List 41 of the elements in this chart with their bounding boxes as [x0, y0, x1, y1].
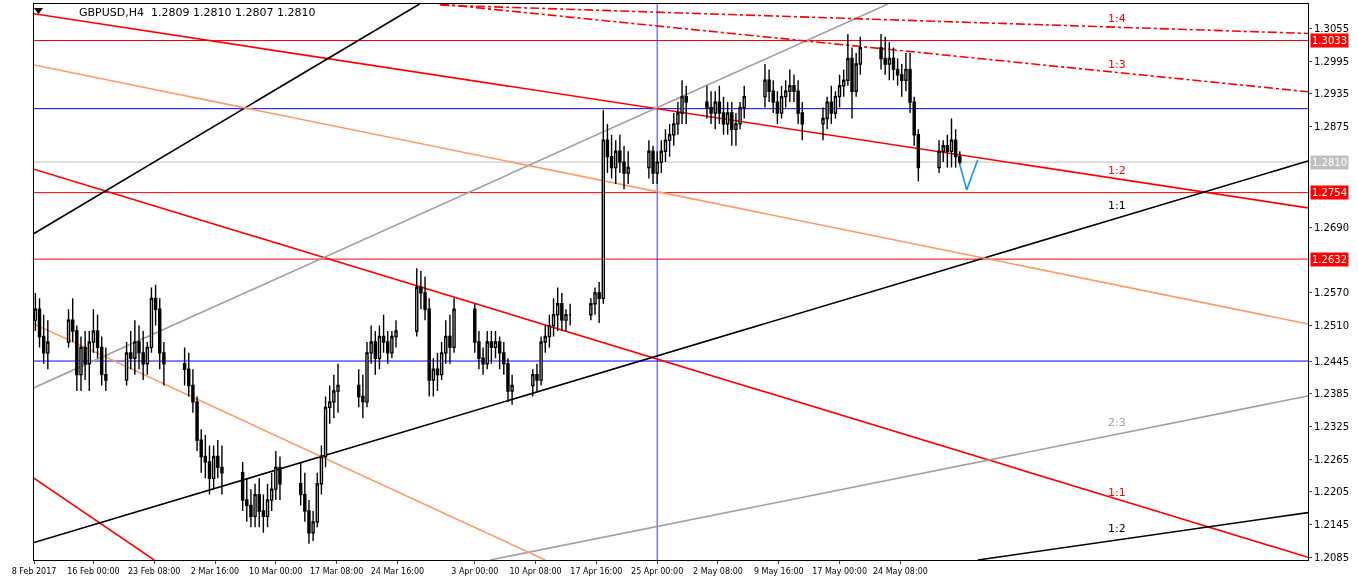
series-label: 1:1 [1108, 486, 1126, 499]
series-label: 1:4 [1108, 12, 1126, 25]
x-tick-label: 2 May 08:00 [693, 566, 743, 576]
ref-line-label: 1.2810 [1312, 157, 1347, 168]
ref-line-label: 1.2754 [1312, 187, 1347, 198]
series-label: 2:3 [1108, 416, 1126, 429]
y-tick-label: 1.2570 [1314, 287, 1349, 299]
x-tick-label: 16 Feb 00:00 [67, 566, 120, 576]
x-tick-label: 10 Apr 08:00 [509, 566, 562, 576]
y-tick-label: 1.2205 [1314, 486, 1349, 498]
y-tick-label: 1.2445 [1314, 355, 1349, 367]
y-tick-label: 1.2265 [1314, 453, 1349, 465]
x-tick-label: 2 Mar 16:00 [190, 566, 240, 576]
chart-title: GBPUSD,H4 1.2809 1.2810 1.2807 1.2810 [79, 6, 316, 20]
x-tick-label: 17 Mar 08:00 [309, 566, 364, 576]
x-tick-label: 17 Apr 16:00 [570, 566, 623, 576]
series-label: 1:2 [1108, 164, 1126, 177]
x-tick-label: 10 Mar 00:00 [249, 566, 303, 576]
y-tick-label: 1.2085 [1314, 551, 1349, 563]
y-tick-label: 1.2690 [1314, 221, 1349, 233]
x-tick-label: 3 Apr 00:00 [451, 566, 499, 576]
x-tick-label: 9 May 16:00 [753, 566, 804, 576]
series-label: 1:1 [1108, 199, 1126, 212]
y-tick-label: 1.2995 [1314, 55, 1349, 67]
x-tick-label: 17 May 00:00 [812, 566, 868, 576]
y-tick-label: 1.2935 [1314, 88, 1349, 100]
x-tick-label: 24 Mar 16:00 [370, 566, 425, 576]
x-tick-label: 23 Feb 08:00 [127, 566, 181, 576]
series-label: 1:2 [1108, 522, 1126, 535]
series-label: 1:3 [1108, 58, 1126, 71]
y-tick-label: 1.3055 [1314, 23, 1349, 35]
y-tick-label: 1.2875 [1314, 121, 1349, 133]
y-tick-label: 1.2385 [1314, 388, 1349, 400]
x-tick-label: 24 May 08:00 [872, 566, 928, 576]
y-tick-label: 1.2325 [1314, 420, 1349, 432]
y-tick-label: 1.2510 [1314, 320, 1349, 332]
x-tick-label: 25 Apr 00:00 [631, 566, 684, 576]
y-tick-label: 1.2145 [1314, 519, 1349, 531]
ref-line-label: 1.3033 [1312, 35, 1347, 46]
ref-line-label: 1.2632 [1312, 254, 1347, 265]
x-tick-label: 8 Feb 2017 [11, 566, 57, 576]
